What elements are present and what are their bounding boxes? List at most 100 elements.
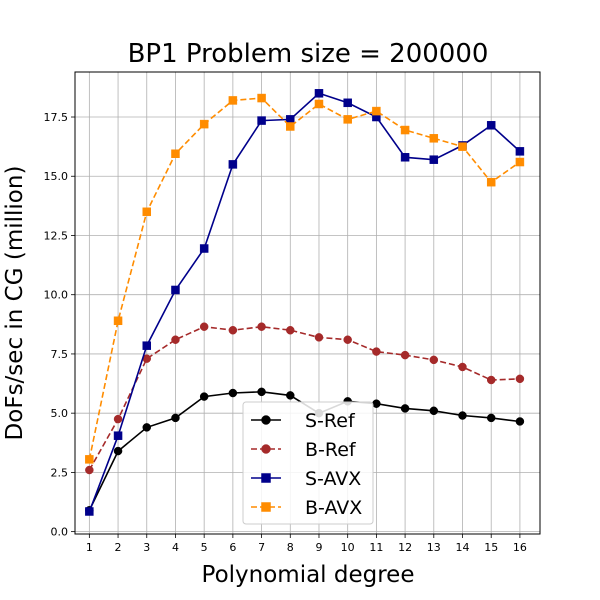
series-b-avx xyxy=(85,93,525,464)
x-tick-label: 4 xyxy=(172,541,179,554)
data-point-b-avx xyxy=(515,157,525,167)
data-point-s-avx xyxy=(171,285,180,295)
x-tick-label: 9 xyxy=(315,541,322,554)
data-point-b-ref xyxy=(85,465,94,475)
data-point-b-avx xyxy=(142,207,152,217)
data-point-b-avx xyxy=(228,96,238,105)
x-tick-label: 5 xyxy=(201,541,208,554)
data-point-s-ref xyxy=(228,388,238,398)
data-point-s-ref xyxy=(171,413,180,423)
x-tick-label: 16 xyxy=(513,541,527,554)
data-point-s-avx xyxy=(257,116,266,125)
legend-item-s-ref: S-Ref xyxy=(251,410,356,432)
legend-label: S-AVX xyxy=(305,468,361,490)
x-tick-label: 8 xyxy=(287,541,294,554)
data-point-s-avx xyxy=(343,98,352,108)
y-tick-label: 17.5 xyxy=(44,111,69,124)
data-point-s-ref xyxy=(372,399,381,408)
data-point-b-avx xyxy=(372,106,381,116)
data-point-b-ref xyxy=(458,362,467,372)
data-point-b-avx xyxy=(113,316,123,326)
data-point-s-avx xyxy=(199,244,209,253)
data-point-b-ref xyxy=(257,322,266,331)
data-point-b-ref xyxy=(171,335,180,344)
x-tick-label: 3 xyxy=(143,541,150,554)
data-point-b-avx xyxy=(343,115,352,124)
legend-box xyxy=(242,401,374,525)
x-axis-label: Polynomial degree xyxy=(202,562,415,588)
data-point-b-ref xyxy=(286,325,295,335)
y-tick-label: 5.0 xyxy=(51,407,69,420)
legend-swatch-marker xyxy=(261,444,271,454)
data-point-b-avx xyxy=(257,93,266,103)
data-point-b-ref xyxy=(314,333,324,342)
x-tick-label: 2 xyxy=(115,541,122,554)
x-tick-label: 15 xyxy=(484,541,498,554)
data-point-s-ref xyxy=(458,411,467,420)
plot-frame xyxy=(74,71,541,535)
data-point-s-ref xyxy=(400,404,410,413)
legend-swatch-marker xyxy=(261,473,271,483)
x-tick-label: 11 xyxy=(369,541,383,554)
data-point-s-avx xyxy=(286,115,295,124)
series-s-avx xyxy=(85,89,525,516)
data-point-b-avx xyxy=(400,125,410,135)
y-tick-label: 15.0 xyxy=(44,170,69,183)
data-point-b-avx xyxy=(429,134,439,143)
chart-title: BP1 Problem size = 200000 xyxy=(128,39,489,69)
data-point-s-avx xyxy=(314,89,324,98)
data-point-s-avx xyxy=(400,153,410,162)
data-point-s-ref xyxy=(199,392,209,401)
x-tick-label: 6 xyxy=(229,541,236,554)
data-point-s-ref xyxy=(286,391,295,400)
series-line-b-avx xyxy=(88,97,521,460)
data-point-s-ref xyxy=(142,423,152,432)
data-point-b-ref xyxy=(429,355,439,365)
data-point-s-avx xyxy=(429,155,439,164)
data-point-b-ref xyxy=(372,347,381,356)
series-line-s-avx xyxy=(88,92,521,512)
data-point-b-ref xyxy=(199,322,209,331)
data-point-b-avx xyxy=(85,455,94,464)
data-point-s-ref xyxy=(515,417,525,426)
data-point-s-ref xyxy=(429,406,439,416)
series-b-ref xyxy=(85,322,525,475)
data-point-b-avx xyxy=(458,142,467,151)
x-tick-label: 13 xyxy=(427,541,441,554)
data-point-b-ref xyxy=(343,335,352,344)
legend-item-b-avx: B-AVX xyxy=(251,497,362,519)
data-point-s-avx xyxy=(228,160,238,169)
legend-label: B-AVX xyxy=(305,497,362,519)
legend-item-s-avx: S-AVX xyxy=(251,468,361,490)
legend-swatch-marker xyxy=(261,502,271,512)
data-point-s-avx xyxy=(85,507,94,516)
data-point-s-ref xyxy=(113,446,123,456)
data-point-b-avx xyxy=(286,122,295,131)
x-tick-label: 10 xyxy=(341,541,355,554)
data-point-s-avx xyxy=(142,341,152,350)
y-tick-label: 0.0 xyxy=(51,526,69,539)
x-tick-label: 14 xyxy=(456,541,470,554)
legend-label: B-Ref xyxy=(305,439,357,461)
legend-item-b-ref: B-Ref xyxy=(251,439,357,461)
series-line-b-ref xyxy=(88,325,520,471)
data-point-b-ref xyxy=(228,325,238,335)
axis-ticks: 1 2 3 4 5 6 7 8 9 10 11 12 13 14 15 160.02.55.07.510.01… xyxy=(44,111,527,554)
x-tick-label: 12 xyxy=(398,541,412,554)
data-point-b-avx xyxy=(199,119,209,129)
x-tick-label: 7 xyxy=(258,541,265,554)
y-tick-label: 10.0 xyxy=(44,289,69,302)
data-point-b-avx xyxy=(486,177,496,187)
legend-label: S-Ref xyxy=(305,410,356,432)
x-tick-label: 1 xyxy=(86,541,93,554)
data-point-b-avx xyxy=(171,149,180,158)
y-tick-label: 12.5 xyxy=(44,229,69,242)
data-point-s-avx xyxy=(515,147,525,156)
legend-swatch-marker xyxy=(261,415,271,425)
data-point-s-avx xyxy=(113,431,123,440)
data-point-b-ref xyxy=(515,374,525,384)
data-point-b-ref xyxy=(400,350,410,360)
legend: S-Ref B-Ref S-AVX B-AVX xyxy=(242,401,374,525)
data-point-s-ref xyxy=(257,387,266,397)
